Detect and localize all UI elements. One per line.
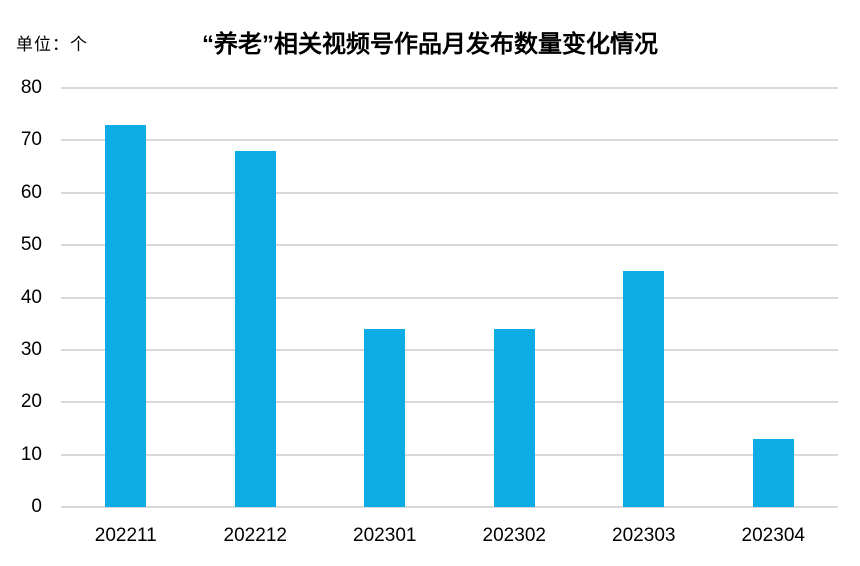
y-tick-label: 20 [20,391,42,413]
y-tick-label: 0 [31,496,42,517]
gridline [61,401,838,404]
gridline [61,348,838,351]
y-tick-label: 80 [20,77,42,98]
chart-title: “养老”相关视频号作品月发布数量变化情况 [202,31,658,58]
y-tick-label: 70 [20,129,42,151]
x-tick-label: 202304 [741,525,805,546]
y-tick-label: 50 [20,234,42,256]
bar-202302 [493,328,535,507]
bar-202212 [234,150,276,507]
x-tick-label: 202212 [223,525,287,546]
bar-202303 [623,271,665,507]
y-tick-label: 40 [20,286,42,308]
y-tick-label: 10 [20,443,42,465]
gridline [61,453,838,456]
gridline [61,506,838,508]
unit-label: 单位：个 [16,35,88,54]
x-tick-label: 202302 [482,525,546,546]
gridline [61,139,838,142]
bar-202304 [752,438,794,507]
x-tick-label: 202301 [353,525,417,546]
gridline [61,191,838,194]
y-tick-label: 60 [20,181,42,203]
x-tick-label: 202211 [94,525,157,546]
x-tick-label: 202303 [612,525,676,546]
gridline [61,296,838,299]
y-tick-label: 30 [20,338,42,360]
gridline [61,244,838,247]
bar-202301 [364,328,406,507]
bar-202211 [105,124,147,507]
gridline [61,87,838,89]
